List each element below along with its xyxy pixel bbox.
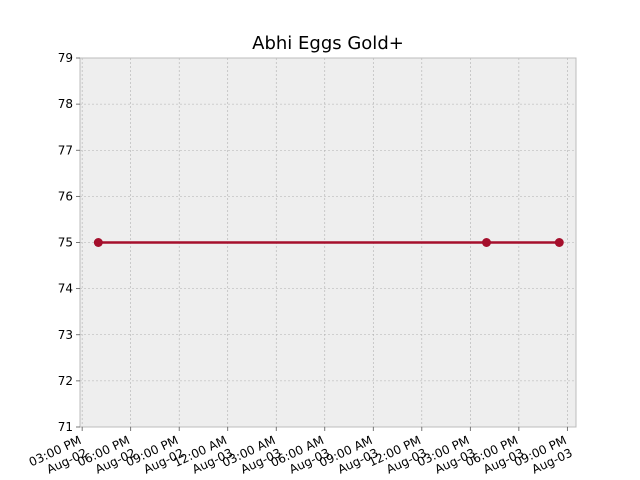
data-point <box>93 238 103 247</box>
data-point <box>554 238 564 247</box>
series-layer <box>93 238 564 247</box>
y-tick-label: 72 <box>58 374 73 388</box>
chart-title: Abhi Eggs Gold+ <box>252 33 404 54</box>
x-tick-label: 09:00 PMAug-03 <box>512 433 575 480</box>
y-tick-label: 74 <box>58 282 73 296</box>
y-tick-label: 73 <box>58 328 73 342</box>
y-tick-label: 75 <box>58 236 73 250</box>
y-tick-label: 78 <box>58 97 73 111</box>
data-point <box>482 238 492 247</box>
y-tick-label: 71 <box>58 420 73 434</box>
y-tick-label: 76 <box>58 189 73 203</box>
y-tick-label: 77 <box>58 143 73 157</box>
y-tick-label: 79 <box>58 51 73 65</box>
